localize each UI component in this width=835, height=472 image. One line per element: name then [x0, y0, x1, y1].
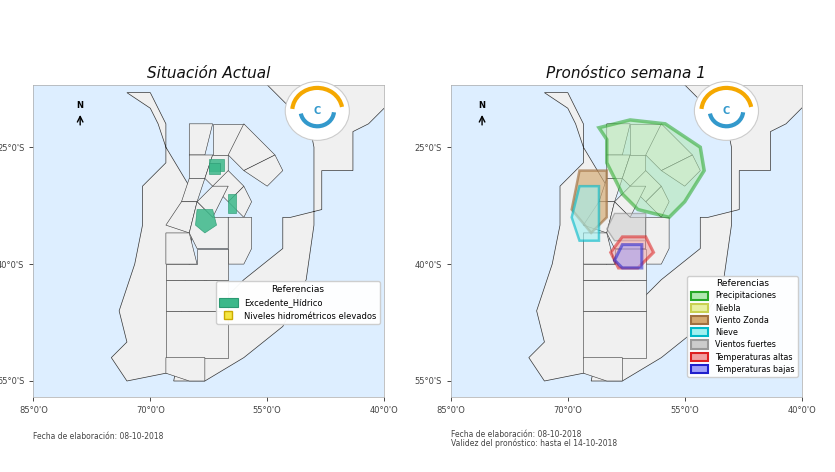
Polygon shape	[482, 0, 835, 381]
Polygon shape	[166, 311, 228, 358]
Polygon shape	[64, 0, 423, 381]
Polygon shape	[630, 124, 661, 155]
Polygon shape	[645, 186, 669, 217]
Polygon shape	[572, 170, 607, 233]
Polygon shape	[630, 170, 661, 202]
Text: N: N	[478, 101, 486, 110]
Polygon shape	[166, 202, 197, 233]
Text: Fecha de elaboración: 08-10-2018: Fecha de elaboración: 08-10-2018	[33, 432, 164, 441]
Polygon shape	[195, 210, 216, 233]
Polygon shape	[599, 120, 704, 217]
Polygon shape	[228, 124, 275, 170]
Polygon shape	[607, 155, 630, 178]
Polygon shape	[529, 93, 615, 381]
Polygon shape	[190, 124, 213, 155]
Polygon shape	[615, 244, 642, 268]
Circle shape	[286, 82, 349, 140]
Legend: Precipitaciones, Niebla, Viento Zonda, Nieve, Vientos fuertes, Temperaturas alta: Precipitaciones, Niebla, Viento Zonda, N…	[687, 276, 797, 377]
Polygon shape	[197, 186, 228, 217]
Polygon shape	[209, 159, 225, 170]
Text: Validez del pronóstico: hasta el 14-10-2018: Validez del pronóstico: hasta el 14-10-2…	[451, 438, 617, 448]
Circle shape	[695, 82, 758, 140]
Text: Fecha de elaboración: 08-10-2018: Fecha de elaboración: 08-10-2018	[451, 430, 581, 438]
Polygon shape	[190, 155, 213, 178]
Polygon shape	[190, 202, 228, 249]
Polygon shape	[166, 233, 197, 264]
Polygon shape	[610, 237, 654, 268]
Polygon shape	[645, 217, 669, 264]
Polygon shape	[213, 124, 244, 155]
Polygon shape	[607, 213, 645, 241]
Polygon shape	[645, 124, 692, 170]
Text: N: N	[77, 101, 84, 110]
Title: Situación Actual: Situación Actual	[147, 66, 271, 81]
Polygon shape	[599, 178, 622, 202]
Polygon shape	[166, 249, 228, 280]
Polygon shape	[209, 163, 220, 175]
Title: Pronóstico semana 1: Pronóstico semana 1	[546, 66, 706, 81]
Polygon shape	[615, 186, 645, 217]
Polygon shape	[584, 280, 645, 311]
Polygon shape	[607, 124, 630, 155]
Polygon shape	[584, 311, 645, 358]
Legend: Excedente_Hídrico, Niveles hidrométricos elevados: Excedente_Hídrico, Niveles hidrométricos…	[216, 281, 380, 324]
Polygon shape	[584, 249, 645, 280]
Polygon shape	[661, 155, 701, 186]
Polygon shape	[166, 280, 228, 311]
Polygon shape	[213, 170, 244, 202]
Polygon shape	[607, 202, 645, 249]
Polygon shape	[228, 217, 251, 264]
Polygon shape	[181, 178, 205, 202]
Polygon shape	[244, 155, 283, 186]
Polygon shape	[572, 186, 599, 241]
Polygon shape	[584, 202, 615, 233]
Polygon shape	[205, 155, 228, 186]
Polygon shape	[622, 155, 645, 186]
Polygon shape	[228, 186, 251, 217]
Text: C: C	[314, 106, 321, 116]
Polygon shape	[584, 358, 622, 381]
Polygon shape	[111, 93, 197, 381]
Polygon shape	[166, 358, 205, 381]
Polygon shape	[228, 194, 236, 213]
Polygon shape	[584, 233, 615, 264]
Text: C: C	[723, 106, 730, 116]
